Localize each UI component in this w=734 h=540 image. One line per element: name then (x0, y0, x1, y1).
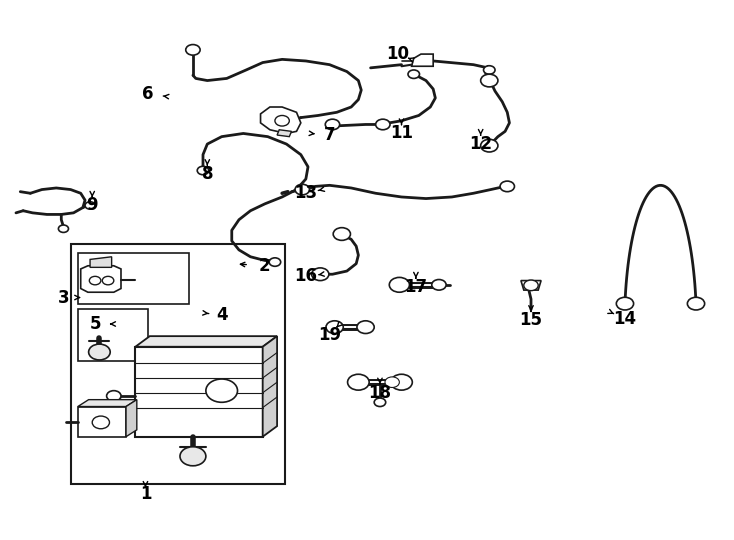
Polygon shape (78, 407, 126, 437)
Polygon shape (263, 336, 277, 437)
Text: 19: 19 (318, 326, 341, 343)
Circle shape (89, 344, 110, 360)
Circle shape (432, 280, 446, 290)
Polygon shape (78, 400, 137, 407)
Circle shape (275, 116, 289, 126)
Polygon shape (135, 336, 277, 347)
Polygon shape (126, 400, 137, 437)
Polygon shape (277, 130, 291, 137)
Text: 17: 17 (404, 278, 427, 296)
Circle shape (524, 280, 538, 291)
Circle shape (206, 379, 238, 402)
Text: 8: 8 (202, 165, 213, 183)
Text: 18: 18 (368, 384, 391, 402)
Text: 6: 6 (142, 85, 153, 103)
Circle shape (85, 202, 95, 209)
Circle shape (481, 74, 498, 87)
Polygon shape (81, 266, 121, 292)
Bar (70, 244, 285, 484)
Text: 5: 5 (90, 315, 101, 333)
Circle shape (408, 70, 420, 78)
Circle shape (385, 377, 399, 388)
Text: 15: 15 (520, 311, 542, 329)
Bar (78, 309, 148, 361)
Text: 11: 11 (390, 124, 413, 143)
Circle shape (348, 374, 369, 390)
Circle shape (325, 119, 340, 130)
Circle shape (59, 225, 68, 232)
Text: 3: 3 (58, 288, 69, 307)
Text: 7: 7 (324, 126, 335, 144)
Text: 2: 2 (259, 256, 271, 275)
Circle shape (197, 166, 208, 175)
Circle shape (484, 66, 495, 74)
Circle shape (92, 416, 109, 429)
Text: 1: 1 (139, 485, 151, 503)
Circle shape (374, 398, 385, 407)
Polygon shape (135, 347, 263, 437)
Circle shape (90, 276, 101, 285)
Text: 13: 13 (294, 184, 317, 202)
Polygon shape (521, 281, 541, 290)
Circle shape (333, 228, 350, 240)
Circle shape (687, 298, 705, 310)
Circle shape (102, 276, 114, 285)
Circle shape (295, 184, 310, 195)
Polygon shape (90, 256, 112, 267)
Circle shape (180, 447, 206, 466)
Text: 10: 10 (385, 45, 409, 63)
Circle shape (390, 374, 413, 390)
Circle shape (617, 298, 633, 310)
Polygon shape (261, 107, 301, 133)
Circle shape (500, 181, 515, 192)
Text: 14: 14 (613, 309, 636, 328)
Circle shape (357, 321, 374, 334)
Text: 12: 12 (469, 135, 493, 153)
Text: 16: 16 (294, 267, 317, 285)
Circle shape (106, 390, 121, 401)
Circle shape (312, 268, 329, 281)
Circle shape (376, 119, 390, 130)
Text: 4: 4 (216, 306, 228, 324)
Circle shape (389, 278, 410, 292)
Circle shape (326, 321, 344, 334)
Polygon shape (412, 54, 433, 66)
Bar (78, 253, 189, 305)
Circle shape (481, 139, 498, 152)
Circle shape (269, 258, 280, 266)
Circle shape (186, 45, 200, 55)
Text: 9: 9 (87, 197, 98, 214)
